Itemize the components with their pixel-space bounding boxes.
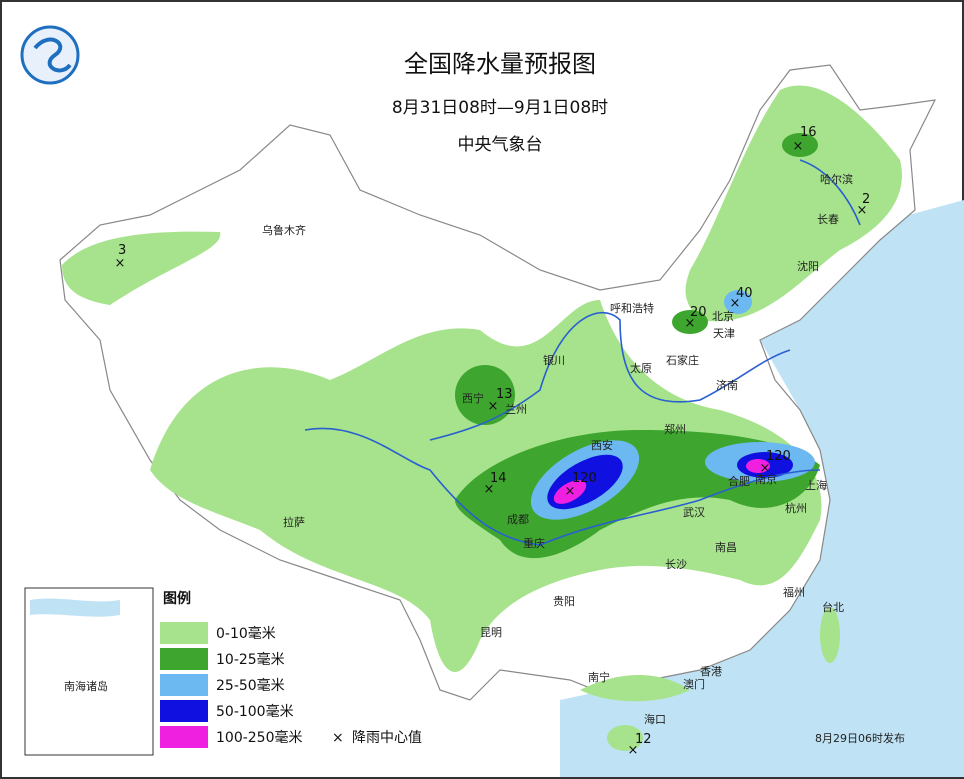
center-value: 14 (490, 471, 507, 486)
center-mark: × (857, 203, 868, 218)
inset-label: 南海诸岛 (64, 679, 108, 693)
center-mark: × (488, 399, 499, 414)
city: 杭州 (785, 501, 807, 515)
city: 银川 (543, 353, 565, 367)
city: 哈尔滨 (820, 172, 853, 186)
legend-center-label: 降雨中心值 (352, 730, 422, 746)
city: 沈阳 (797, 259, 819, 273)
center-value: 40 (736, 286, 753, 301)
center-value: 12 (635, 732, 652, 747)
city: 南昌 (715, 541, 737, 554)
legend-swatch (160, 674, 208, 696)
legend-title: 图例 (163, 590, 191, 607)
city: 济南 (716, 378, 738, 392)
city: 长沙 (665, 558, 687, 571)
center-mark: × (685, 316, 696, 331)
legend-label: 50-100毫米 (216, 703, 294, 720)
city: 西宁 (462, 391, 484, 405)
center-mark: × (115, 256, 126, 271)
legend-swatch (160, 726, 208, 748)
city: 北京 (712, 309, 734, 323)
center-mark: × (730, 296, 741, 311)
city: 重庆 (523, 536, 545, 550)
legend: 图例 0-10毫米 10-25毫米 25-50毫米 50-100毫米 100-2… (160, 590, 422, 748)
legend-label: 100-250毫米 (216, 729, 303, 746)
legend-label: 25-50毫米 (216, 677, 285, 694)
rivers (304, 159, 861, 546)
city: 海口 (644, 712, 666, 726)
city: 呼和浩特 (610, 301, 654, 315)
city: 拉萨 (283, 515, 305, 529)
city: 成都 (507, 513, 529, 526)
inset-sea (30, 598, 120, 617)
city: 长春 (817, 213, 839, 226)
city: 澳门 (683, 677, 705, 691)
city: 武汉 (683, 506, 705, 519)
legend-label: 0-10毫米 (216, 625, 276, 642)
city: 福州 (783, 585, 805, 599)
city: 西安 (591, 438, 613, 452)
issuer: 中央气象台 (458, 135, 543, 155)
center-value: 3 (118, 243, 126, 258)
city: 石家庄 (666, 353, 699, 367)
city: 香港 (700, 665, 722, 678)
city: 乌鲁木齐 (262, 223, 306, 237)
sea (560, 200, 964, 777)
footer: 8月29日06时发布 (815, 731, 905, 745)
city: 贵阳 (553, 595, 575, 608)
center-mark: × (484, 482, 495, 497)
center-value: 120 (572, 471, 597, 486)
center-mark: × (628, 743, 639, 758)
logo (20, 25, 80, 85)
city: 台北 (822, 600, 844, 614)
title: 全国降水量预报图 (404, 50, 596, 78)
city: 天津 (713, 327, 735, 340)
city: 上海 (805, 478, 827, 492)
legend-swatch (160, 700, 208, 722)
city: 兰州 (505, 403, 527, 416)
city: 南京 (755, 472, 777, 486)
legend-swatch (160, 648, 208, 670)
center-value: 16 (800, 125, 817, 140)
city: 昆明 (480, 626, 502, 639)
inset: 南海诸岛 (24, 587, 154, 756)
city: 太原 (630, 362, 652, 375)
center-value: 13 (496, 387, 513, 402)
period: 8月31日08时—9月1日08时 (392, 98, 608, 118)
legend-swatch (160, 622, 208, 644)
center-mark: × (793, 139, 804, 154)
rain-high (530, 290, 815, 520)
city: 南宁 (588, 670, 610, 684)
city: 合肥 (728, 474, 750, 488)
center-mark: × (565, 484, 576, 499)
rain-centers: 16 2 3 40 20 13 14 120 120 12 × × × × × … (115, 125, 871, 758)
center-value: 2 (862, 192, 870, 207)
center-value: 120 (766, 449, 791, 464)
city: 郑州 (664, 422, 686, 436)
city-labels: 乌鲁木齐 哈尔滨 长春 沈阳 呼和浩特 北京 天津 石家庄 太原 济南 银川 西… (262, 172, 853, 726)
legend-center-symbol: × (332, 730, 344, 746)
center-mark: × (760, 461, 771, 476)
center-value: 20 (690, 305, 707, 320)
legend-label: 10-25毫米 (216, 651, 285, 668)
